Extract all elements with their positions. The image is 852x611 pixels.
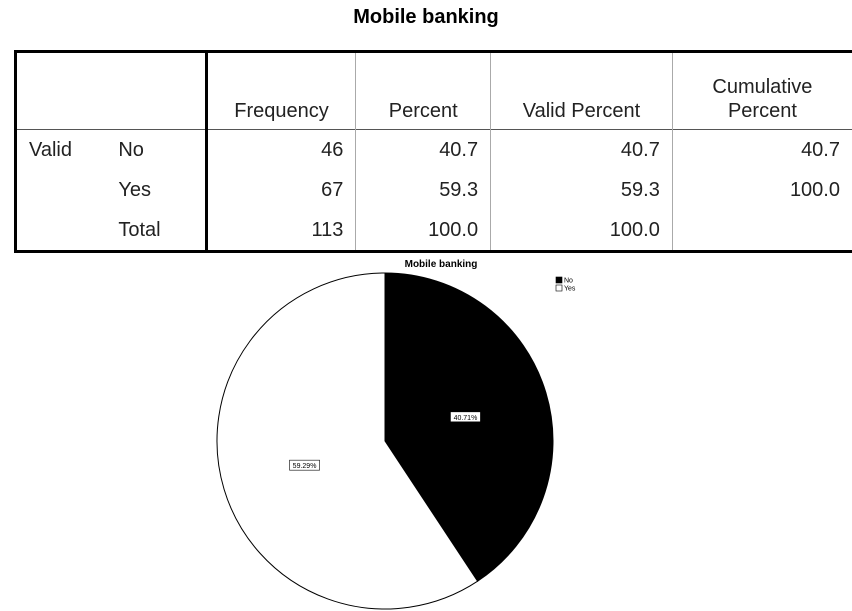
cell: 59.3 — [490, 170, 673, 210]
legend-label: Yes — [564, 286, 576, 293]
legend-swatch — [555, 284, 563, 292]
frequency-table: Frequency Percent Valid Percent Cumulati… — [14, 50, 852, 253]
row-label: Total — [118, 218, 161, 241]
cell: 40.7 — [490, 129, 673, 170]
label-box — [450, 411, 481, 423]
chart-title: Mobile banking — [405, 259, 478, 270]
column-header: Valid Percent — [490, 51, 673, 130]
cell: 40.7 — [671, 129, 852, 170]
column-header: Frequency — [204, 51, 356, 130]
cell: 100.0 — [355, 210, 491, 252]
row-label: Yes — [118, 178, 151, 201]
cell: 113 — [204, 210, 356, 252]
cell: 59.3 — [355, 170, 491, 210]
table-title: Mobile banking — [353, 6, 499, 28]
legend-label: No — [564, 278, 573, 285]
data-label: 40.71% — [454, 415, 478, 422]
row-label: No — [118, 138, 144, 161]
cell: 100.0 — [671, 170, 852, 210]
column-header: Percent — [355, 51, 491, 130]
legend-swatch — [555, 276, 563, 284]
cell: 100.0 — [490, 210, 673, 252]
cell: 40.7 — [355, 129, 491, 170]
cell — [671, 210, 852, 252]
cell: 67 — [204, 170, 356, 210]
cell: 46 — [204, 129, 356, 170]
column-header: Cumulative Percent — [671, 51, 852, 130]
group-label: Valid — [29, 138, 72, 161]
pie-slice — [216, 272, 479, 610]
label-box — [289, 459, 320, 471]
header-row: Frequency Percent Valid Percent Cumulati… — [15, 51, 852, 130]
data-label: 59.29% — [293, 463, 317, 470]
